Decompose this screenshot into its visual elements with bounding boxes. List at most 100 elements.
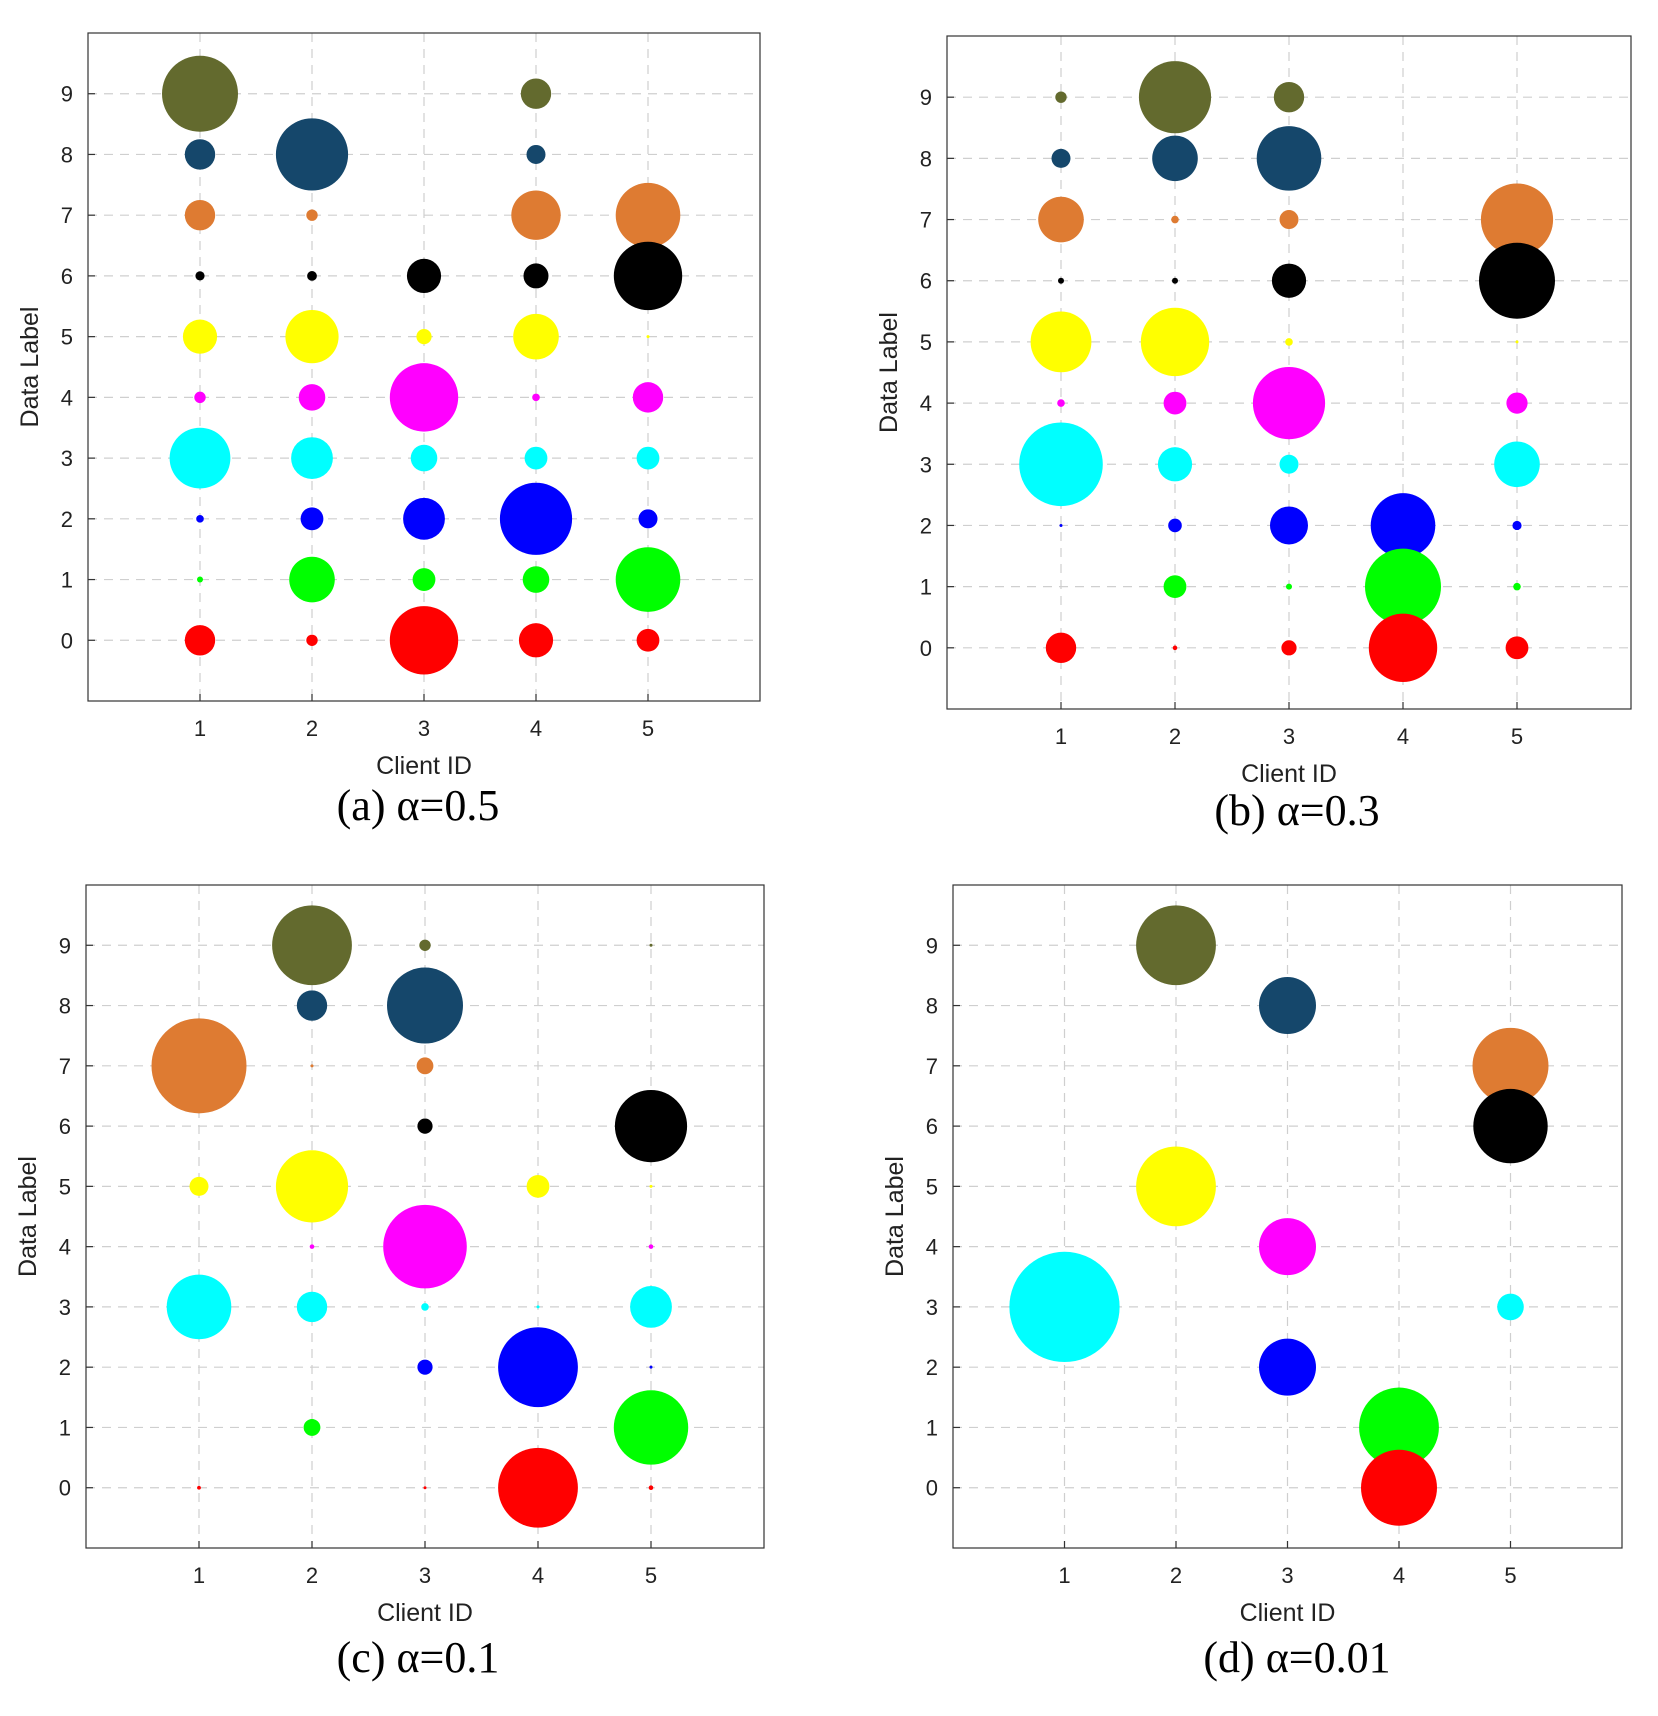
bubble-client-4-label-1 <box>522 566 550 593</box>
bubble-client-2-label-5 <box>1140 307 1210 377</box>
bubble-client-2-label-8 <box>296 990 328 1021</box>
bubble-client-2-label-3 <box>1157 447 1193 482</box>
bubble-client-3-label-0 <box>389 606 459 675</box>
bubble-client-1-label-7 <box>1038 196 1084 243</box>
bubble-client-5-label-4 <box>1506 392 1528 414</box>
bubble-client-2-label-9 <box>1138 61 1212 134</box>
bubble-client-3-label-0 <box>1281 640 1297 656</box>
bubble-client-2-label-1 <box>1163 575 1187 599</box>
bubble-client-4-label-3 <box>536 1305 540 1309</box>
bubble-client-4-label-5 <box>526 1174 550 1198</box>
bubble-client-5-label-0 <box>1505 636 1529 660</box>
y-tick-label: 7 <box>920 208 932 233</box>
y-tick-label: 5 <box>59 1174 71 1199</box>
x-tick-label: 1 <box>1055 724 1067 749</box>
bubble-client-1-label-9 <box>1055 91 1067 103</box>
bubble-client-4-label-5 <box>513 313 559 360</box>
bubble-client-5-label-3 <box>630 1286 672 1328</box>
bubble-client-2-label-9 <box>1136 905 1216 986</box>
bubble-client-2-label-7 <box>306 209 318 221</box>
bubble-client-1-label-0 <box>197 1485 201 1490</box>
bubble-client-5-label-3 <box>1494 441 1540 488</box>
bubble-client-3-label-6 <box>406 258 442 294</box>
x-axis-label: Client ID <box>377 1599 473 1627</box>
bubble-client-3-label-7 <box>416 1057 434 1075</box>
x-tick-label: 4 <box>1393 1563 1405 1588</box>
bubble-client-2-label-8 <box>1152 135 1198 182</box>
bubble-client-2-label-0 <box>1172 645 1178 651</box>
bubble-client-1-label-3 <box>169 427 231 489</box>
bubble-client-3-label-2 <box>403 497 445 540</box>
x-tick-label: 1 <box>194 716 206 741</box>
bubble-client-4-label-0 <box>1361 1449 1437 1526</box>
bubble-client-1-label-2 <box>196 515 204 523</box>
bubble-client-5-label-5 <box>646 335 650 339</box>
y-tick-label: 5 <box>61 325 73 350</box>
y-tick-label: 1 <box>61 568 73 593</box>
y-tick-label: 1 <box>926 1415 938 1440</box>
bubble-client-2-label-4 <box>1163 391 1187 415</box>
bubble-client-4-label-2 <box>498 1327 578 1408</box>
subplot-2: 1 2 3 4 5 0 1 2 3 4 5 6 7 8 9 Client ID Data Label (b) α=… <box>875 35 1632 835</box>
x-tick-label: 3 <box>419 1563 431 1588</box>
y-tick-label: 6 <box>61 264 73 289</box>
y-tick-label: 3 <box>920 452 932 477</box>
bubble-client-5-label-3 <box>1497 1293 1524 1321</box>
bubble-client-2-label-4 <box>298 384 326 411</box>
bubble-client-3-label-0 <box>423 1486 427 1490</box>
bubble-client-2-label-8 <box>275 118 349 191</box>
y-tick-label: 9 <box>926 933 938 958</box>
bubble-client-2-label-2 <box>1168 518 1182 533</box>
subplot-caption: (b) α=0.3 <box>1214 786 1379 835</box>
y-tick-label: 9 <box>920 85 932 110</box>
y-axis-label: Data Label <box>14 1156 42 1277</box>
bubble-client-1-label-4 <box>1057 399 1065 407</box>
bubble-client-4-label-9 <box>520 78 552 109</box>
subplot-caption: (d) α=0.01 <box>1203 1633 1390 1682</box>
bubble-client-5-label-3 <box>636 446 660 470</box>
y-axis-label: Data Label <box>16 307 44 428</box>
x-tick-label: 5 <box>645 1563 657 1588</box>
y-tick-label: 7 <box>59 1054 71 1079</box>
bubble-client-4-label-2 <box>1370 493 1436 558</box>
bubble-client-3-label-3 <box>1279 454 1299 474</box>
bubble-client-5-label-2 <box>638 509 658 529</box>
bubble-client-2-label-7 <box>310 1064 314 1068</box>
y-tick-label: 0 <box>926 1476 938 1501</box>
bubble-client-2-label-6 <box>1172 277 1178 284</box>
x-tick-label: 1 <box>193 1563 205 1588</box>
bubble-client-5-label-2 <box>1512 520 1522 531</box>
bubble-client-1-label-6 <box>1058 277 1064 284</box>
bubble-client-3-label-1 <box>1286 583 1292 590</box>
bubble-client-2-label-0 <box>306 634 318 646</box>
bubble-client-4-label-0 <box>1368 613 1438 683</box>
y-tick-label: 8 <box>926 994 938 1019</box>
bubble-client-1-label-8 <box>1051 148 1071 168</box>
bubble-client-2-label-5 <box>285 310 339 364</box>
y-tick-label: 8 <box>61 142 73 167</box>
bubble-client-1-label-6 <box>195 271 205 281</box>
bubble-client-5-label-2 <box>649 1365 653 1369</box>
y-tick-label: 0 <box>59 1476 71 1501</box>
y-tick-label: 9 <box>61 82 73 107</box>
subplot-1: 1 2 3 4 5 0 1 2 3 4 5 6 7 8 9 Client ID Data Label (a) α=… <box>16 32 761 830</box>
bubble-client-3-label-4 <box>383 1204 467 1289</box>
bubble-client-1-label-4 <box>194 391 206 404</box>
bubble-client-1-label-3 <box>1009 1251 1120 1363</box>
y-tick-label: 4 <box>920 391 932 416</box>
x-tick-label: 3 <box>418 716 430 741</box>
y-tick-label: 0 <box>920 636 932 661</box>
x-axis-label: Client ID <box>1240 1599 1336 1627</box>
y-tick-label: 5 <box>926 1174 938 1199</box>
x-tick-label: 5 <box>642 716 654 741</box>
bubble-client-5-label-5 <box>649 1184 653 1188</box>
y-tick-label: 1 <box>920 575 932 600</box>
x-axis-label: Client ID <box>376 752 472 780</box>
bubble-client-2-label-7 <box>1171 215 1179 224</box>
y-tick-label: 9 <box>59 933 71 958</box>
subplot-caption: (a) α=0.5 <box>337 781 500 830</box>
bubble-client-5-label-0 <box>636 628 660 652</box>
y-tick-label: 3 <box>59 1295 71 1320</box>
y-tick-label: 4 <box>926 1235 938 1260</box>
